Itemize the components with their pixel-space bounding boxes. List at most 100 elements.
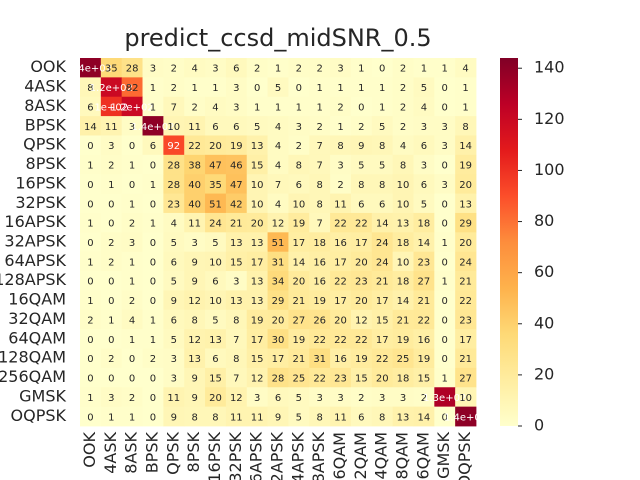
heatmap-cell: [163, 290, 185, 311]
heatmap-cell: [142, 193, 164, 214]
heatmap-cell: [184, 116, 206, 136]
cell-label: 3: [233, 83, 239, 94]
heatmap-cell: [121, 406, 143, 427]
cell-label: 1: [421, 64, 427, 75]
cell-label: 6: [421, 180, 427, 191]
cell-label: 8: [379, 180, 385, 191]
heatmap-cell: [246, 271, 268, 291]
cell-label: 27: [459, 374, 472, 385]
heatmap-cell: [267, 309, 289, 330]
cell-label: 23: [167, 199, 180, 210]
cell-label: 1e+02: [94, 102, 128, 113]
cell-label: 0: [108, 219, 114, 230]
cell-label: 13: [230, 238, 243, 249]
cell-label: 4: [275, 122, 281, 133]
heatmap-cell: [142, 116, 164, 136]
cell-label: 3: [233, 102, 239, 113]
cell-label: 5: [421, 199, 427, 210]
cell-label: 1: [150, 83, 156, 94]
heatmap-cell: [267, 251, 289, 272]
cell-label: 8: [233, 354, 239, 365]
heatmap-cell: [184, 193, 206, 214]
heatmap-cell: [184, 387, 206, 408]
heatmap-cell: [330, 406, 352, 427]
heatmap-cell: [455, 348, 477, 369]
cell-label: 0: [129, 180, 135, 191]
heatmap-cell: [309, 251, 331, 272]
heatmap-cell: [100, 96, 123, 117]
heatmap-cell: [121, 96, 143, 117]
heatmap-cell: [288, 251, 310, 272]
cell-label: 11: [167, 393, 180, 404]
heatmap-cell: [288, 232, 310, 253]
heatmap-cell: [350, 309, 373, 330]
heatmap-cell: [413, 309, 435, 330]
heatmap-cell: [142, 232, 164, 253]
cell-label: 1: [129, 161, 135, 172]
heatmap-cell: [350, 77, 373, 98]
cell-label: 10: [251, 199, 264, 210]
cell-label: 8: [337, 141, 343, 152]
cell-label: 3: [212, 64, 218, 75]
cell-label: 0: [442, 354, 448, 365]
cell-label: 1: [254, 102, 260, 113]
cell-label: 1: [275, 102, 281, 113]
heatmap-cell: [455, 96, 477, 117]
heatmap-cell: [455, 309, 477, 330]
cell-label: 28: [272, 374, 285, 385]
cell-label: 6: [358, 199, 364, 210]
heatmap-cell: [100, 58, 123, 78]
heatmap-cell: [330, 329, 352, 349]
heatmap-cell: [371, 251, 394, 272]
cell-label: 12: [230, 393, 243, 404]
heatmap-cell: [205, 271, 227, 291]
cell-label: 47: [230, 180, 243, 191]
heatmap-cell: [392, 154, 414, 175]
cell-label: 3: [108, 141, 114, 152]
cell-label: 4: [212, 102, 218, 113]
cell-label: 17: [355, 238, 368, 249]
cell-label: 22: [313, 335, 326, 346]
y-tick-label: 64APSK: [4, 251, 66, 270]
cell-label: 12: [188, 296, 201, 307]
cell-label: 7: [171, 102, 177, 113]
cell-label: 0: [108, 335, 114, 346]
heatmap-cell: [100, 251, 123, 272]
cell-label: 9: [191, 374, 197, 385]
cell-label: 10: [167, 122, 180, 133]
cell-label: 13: [251, 296, 264, 307]
cell-label: 18: [418, 219, 431, 230]
heatmap-cell: [455, 329, 477, 349]
cell-label: 20: [459, 180, 472, 191]
heatmap-cell: [100, 174, 123, 194]
heatmap-cell: [434, 96, 456, 117]
cell-label: 9: [275, 412, 281, 423]
cell-label: 25: [292, 374, 305, 385]
cell-label: 42: [230, 199, 243, 210]
heatmap-cell: [434, 406, 456, 427]
cell-label: 4: [462, 64, 468, 75]
cell-label: 20: [251, 219, 264, 230]
heatmap-cell: [163, 251, 185, 272]
cell-label: 0: [442, 257, 448, 268]
x-tick-label: 8PSK: [184, 432, 203, 473]
heatmap-cell: [100, 406, 123, 427]
heatmap-cell: [142, 77, 164, 98]
heatmap-cell: [267, 290, 289, 311]
heatmap-cell: [205, 135, 227, 156]
cell-label: 10: [397, 180, 410, 191]
heatmap-cell: [371, 135, 394, 156]
cell-label: 14: [292, 257, 305, 268]
heatmap-cell: [267, 212, 289, 233]
cell-label: 1: [462, 83, 468, 94]
heatmap-cell: [392, 406, 414, 427]
y-tick-label: QPSK: [23, 135, 66, 154]
heatmap-cell: [184, 154, 206, 175]
cell-label: 26: [313, 315, 326, 326]
heatmap-cell: [225, 329, 248, 349]
cell-label: 15: [251, 161, 264, 172]
cell-label: 3: [421, 161, 427, 172]
heatmap-cell: [80, 77, 102, 98]
x-tick-label: 32PSK: [226, 431, 245, 480]
cell-label: 6: [150, 141, 156, 152]
